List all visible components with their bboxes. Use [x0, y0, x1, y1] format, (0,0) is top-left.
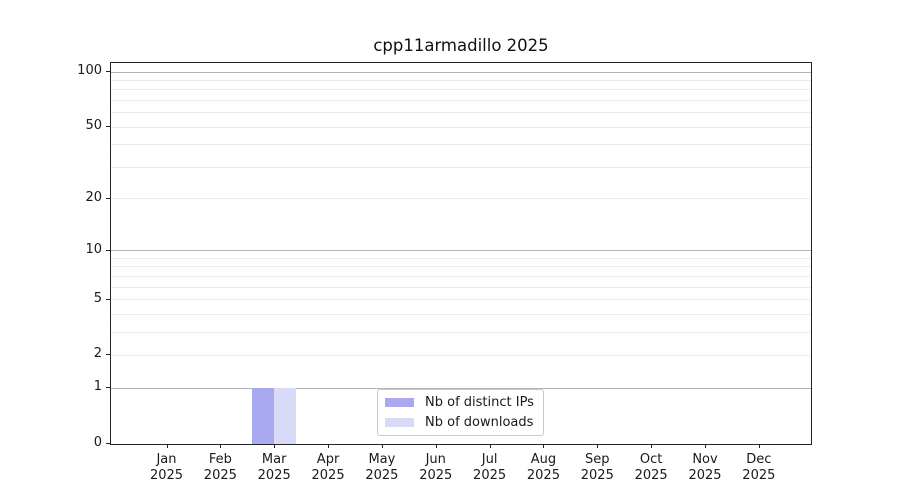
x-tick-label: May 2025 — [365, 452, 399, 483]
gridline-minor — [111, 331, 811, 333]
x-tick-label: Jul 2025 — [473, 452, 507, 483]
x-tick-label: Nov 2025 — [688, 452, 722, 483]
legend-swatch — [385, 418, 414, 427]
gridline-minor — [111, 89, 811, 91]
legend: Nb of distinct IPs Nb of downloads — [377, 389, 544, 436]
y-tick-mark — [106, 126, 110, 128]
x-tick-mark — [597, 444, 599, 448]
gridline-minor — [111, 79, 811, 81]
x-tick-label: Aug 2025 — [526, 452, 560, 483]
x-tick-mark — [489, 444, 491, 448]
x-tick-mark — [705, 444, 706, 448]
y-tick-label: 50 — [85, 118, 102, 134]
gridline-minor — [111, 112, 811, 114]
gridline-minor — [111, 299, 811, 301]
y-tick-mark — [106, 443, 110, 444]
x-tick-label: Jan 2025 — [149, 452, 184, 483]
gridline-minor — [111, 313, 811, 315]
x-tick-mark — [166, 444, 168, 448]
gridline-minor — [111, 257, 811, 259]
gridline-minor — [111, 144, 811, 146]
y-tick-label: 0 — [93, 435, 102, 450]
legend-label: Nb of downloads — [425, 415, 534, 430]
x-tick-mark — [651, 444, 653, 448]
y-tick-mark — [106, 249, 110, 251]
x-tick-label: Sep 2025 — [580, 452, 614, 483]
legend-item: Nb of downloads — [385, 415, 543, 430]
y-tick-mark — [106, 354, 110, 356]
gridline-major — [111, 250, 811, 252]
bar-distinct-ips — [252, 388, 275, 444]
y-tick-label: 2 — [93, 346, 102, 362]
x-tick-mark — [220, 444, 222, 448]
gridline-minor — [111, 286, 811, 288]
x-tick-label: Mar 2025 — [257, 452, 291, 483]
gridline-minor — [111, 166, 811, 168]
x-tick-label: Feb 2025 — [203, 452, 237, 483]
gridline-minor — [111, 126, 811, 128]
bar-downloads — [274, 388, 297, 444]
x-tick-label: Jun 2025 — [419, 452, 453, 483]
y-tick-mark — [106, 71, 110, 73]
y-tick-label: 10 — [85, 241, 102, 257]
gridline-major — [111, 387, 811, 389]
plot-area — [110, 62, 812, 445]
y-tick-label: 20 — [85, 189, 102, 205]
x-tick-label: Oct 2025 — [634, 452, 668, 483]
legend-item: Nb of distinct IPs — [385, 395, 543, 410]
x-tick-label: Dec 2025 — [742, 452, 776, 483]
y-tick-label: 5 — [93, 290, 102, 306]
legend-label: Nb of distinct IPs — [425, 395, 534, 410]
chart-title: cpp11armadillo 2025 — [373, 36, 549, 55]
gridline-minor — [111, 354, 811, 356]
x-tick-mark — [758, 444, 760, 448]
x-tick-mark — [435, 444, 437, 448]
gridline-minor — [111, 198, 811, 200]
x-tick-mark — [381, 444, 383, 448]
gridline-minor — [111, 266, 811, 268]
y-tick-mark — [106, 197, 110, 199]
gridline-minor — [111, 275, 811, 277]
legend-swatch — [385, 398, 414, 407]
y-tick-mark — [106, 387, 110, 389]
gridline-minor — [111, 99, 811, 101]
x-tick-mark — [328, 444, 330, 448]
y-tick-mark — [106, 298, 110, 300]
gridline-major — [111, 71, 811, 73]
x-tick-mark — [274, 444, 276, 448]
y-tick-label: 1 — [93, 379, 102, 395]
x-tick-mark — [543, 444, 545, 448]
y-tick-label: 100 — [77, 63, 102, 79]
x-tick-label: Apr 2025 — [311, 452, 345, 483]
